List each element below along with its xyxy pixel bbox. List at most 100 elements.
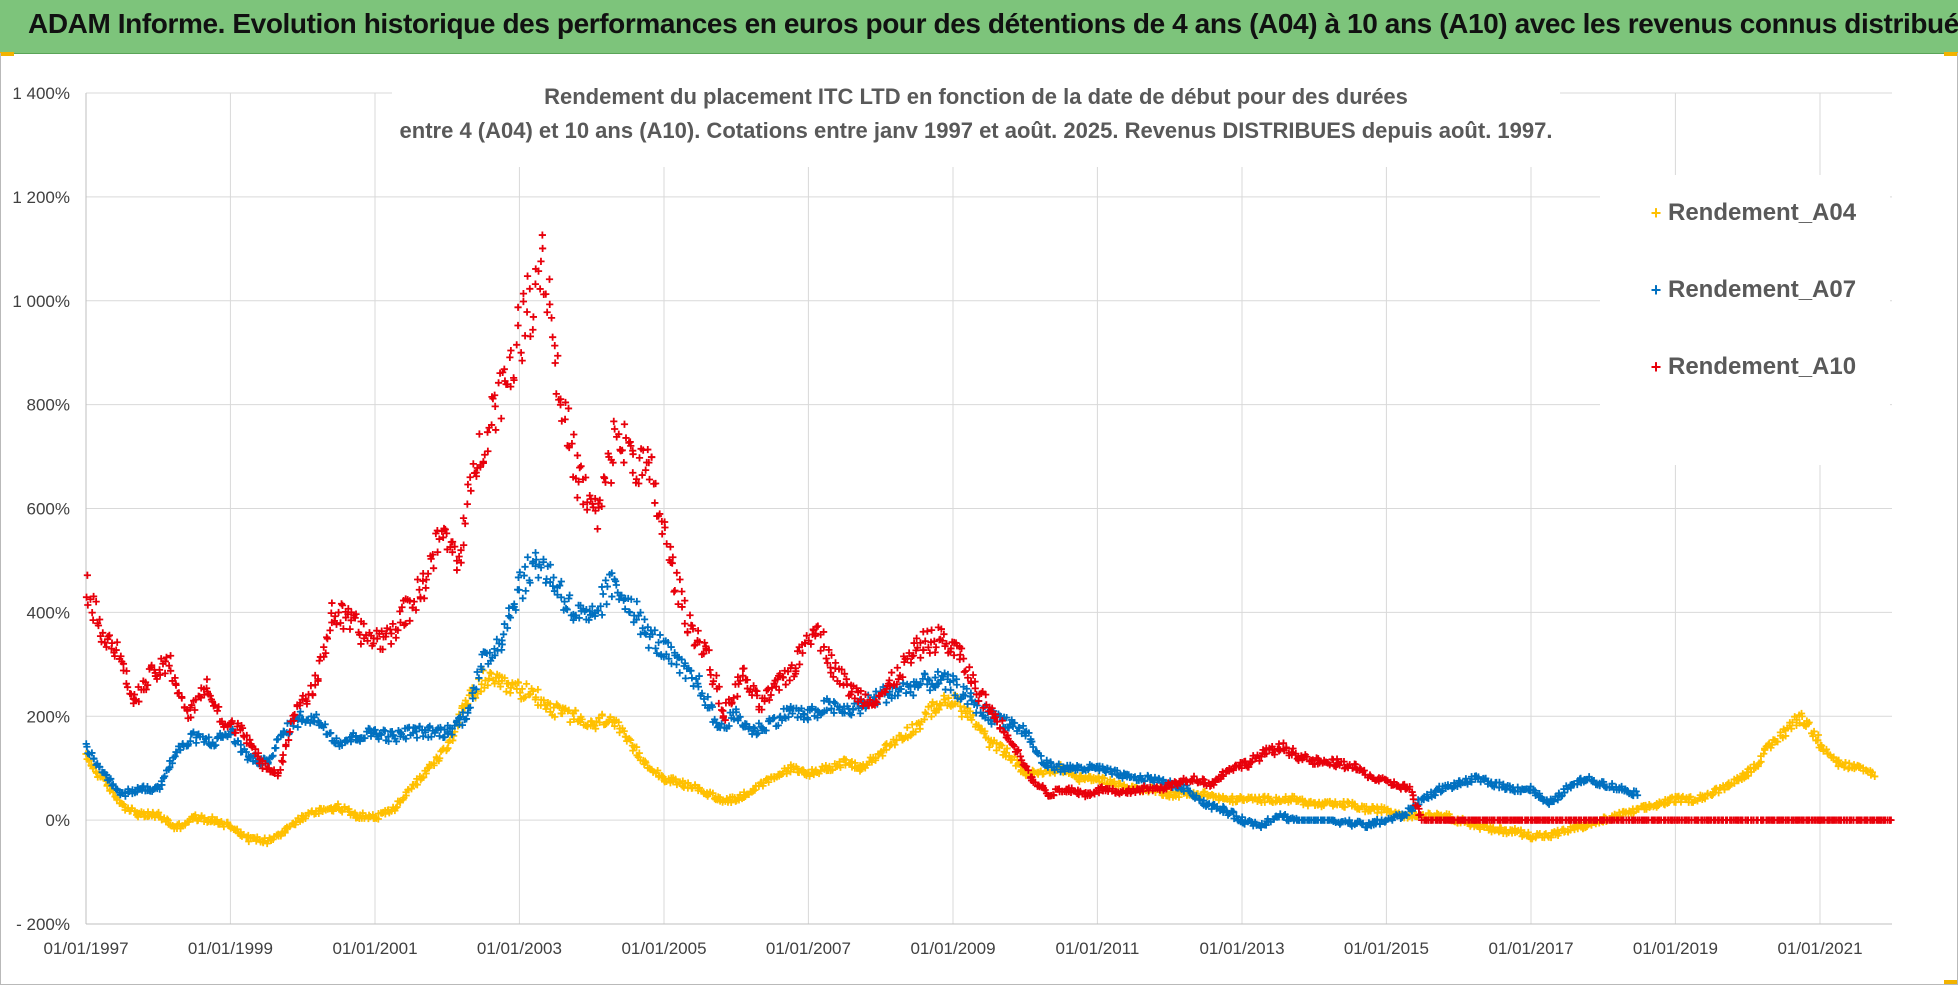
data-point	[950, 651, 958, 659]
data-point	[823, 706, 831, 714]
data-point	[339, 625, 348, 633]
data-point	[327, 729, 335, 737]
data-point	[829, 673, 837, 681]
data-point	[523, 308, 531, 316]
y-tick-label: 200%	[27, 707, 70, 726]
data-point	[715, 683, 723, 691]
data-point	[916, 654, 925, 662]
data-point	[1581, 823, 1590, 832]
data-point	[526, 579, 534, 587]
data-point	[1788, 718, 1796, 726]
data-point	[290, 717, 298, 725]
data-point	[526, 332, 535, 340]
data-point	[161, 772, 169, 780]
data-point	[750, 682, 758, 690]
data-point	[603, 600, 611, 608]
data-point	[265, 764, 273, 772]
data-point	[629, 747, 637, 755]
data-point	[715, 699, 723, 708]
data-point	[1590, 776, 1598, 785]
data-point	[382, 633, 390, 641]
data-point	[688, 674, 696, 682]
data-point	[153, 675, 161, 683]
data-point	[484, 681, 492, 689]
data-point	[268, 753, 276, 761]
data-point	[937, 625, 945, 633]
data-point	[651, 644, 660, 652]
legend-item-a07: + Rendement_A07	[1651, 276, 1856, 303]
data-point	[107, 775, 115, 783]
data-point	[455, 552, 463, 561]
data-point	[531, 562, 540, 570]
data-point	[429, 550, 437, 559]
data-point	[510, 600, 518, 608]
data-point	[586, 491, 594, 500]
data-point	[1264, 793, 1272, 801]
data-point	[549, 582, 557, 590]
data-point	[1810, 727, 1818, 736]
data-point	[1303, 753, 1311, 761]
data-point	[1805, 718, 1813, 727]
data-point	[363, 637, 372, 645]
data-point	[96, 615, 104, 624]
data-point	[427, 733, 435, 741]
data-point	[582, 606, 590, 614]
legend-item-a04: + Rendement_A04	[1651, 199, 1857, 226]
data-point	[542, 575, 551, 583]
data-point	[1360, 766, 1368, 775]
legend-label-a04: Rendement_A04	[1668, 199, 1857, 226]
data-point	[1817, 742, 1826, 750]
data-point	[1830, 753, 1838, 761]
data-point	[903, 655, 911, 663]
data-point	[234, 719, 242, 728]
data-point	[882, 746, 890, 754]
data-point	[1255, 757, 1264, 765]
data-point	[804, 716, 812, 724]
data-point	[836, 680, 844, 688]
data-point	[991, 713, 1000, 721]
data-point	[704, 693, 712, 701]
data-point	[279, 758, 287, 766]
data-point	[636, 608, 645, 617]
data-point	[332, 620, 341, 628]
data-point	[1340, 758, 1348, 766]
data-point	[481, 676, 489, 685]
data-point	[1041, 786, 1049, 794]
data-point	[392, 634, 400, 642]
data-point	[92, 598, 100, 606]
data-point	[971, 684, 979, 692]
data-point	[191, 811, 199, 819]
data-point	[551, 713, 559, 721]
data-point	[1560, 788, 1569, 797]
data-point	[1253, 751, 1262, 759]
data-point	[400, 621, 408, 629]
data-point	[510, 376, 518, 384]
data-point	[156, 785, 164, 793]
data-point	[420, 594, 428, 602]
data-point	[550, 587, 559, 595]
data-point	[172, 681, 180, 689]
data-point	[361, 734, 369, 742]
data-point	[148, 661, 156, 669]
y-tick-label: 400%	[27, 603, 70, 622]
data-point	[798, 649, 807, 657]
x-tick-label: 01/01/1997	[43, 939, 128, 958]
data-point	[600, 474, 609, 482]
data-point	[303, 700, 311, 708]
data-point	[632, 475, 641, 483]
data-point	[143, 782, 152, 791]
data-point	[1341, 803, 1349, 811]
data-point	[412, 727, 421, 736]
data-point	[873, 698, 881, 707]
data-point	[515, 586, 523, 594]
data-point	[243, 731, 251, 740]
data-point	[412, 606, 420, 614]
data-point	[1000, 727, 1008, 736]
report-title: ADAM Informe. Evolution historique des p…	[28, 8, 1958, 39]
data-point	[531, 280, 540, 288]
data-point	[739, 672, 747, 680]
data-point	[467, 487, 475, 495]
data-point	[486, 668, 494, 677]
data-point	[588, 602, 596, 610]
data-point	[443, 745, 451, 753]
